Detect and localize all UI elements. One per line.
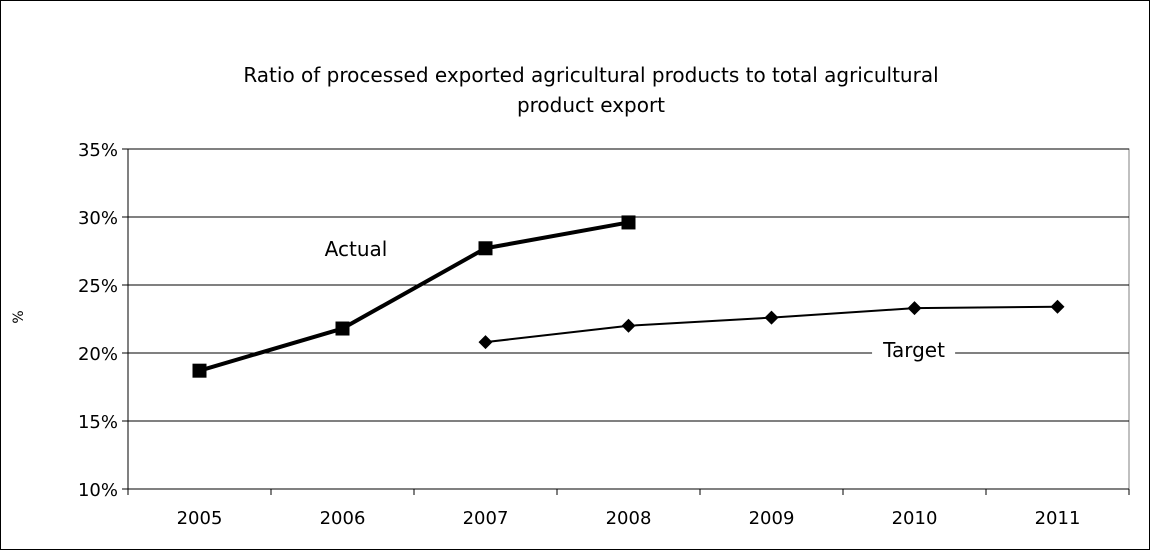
x-tick-label-2008: 2008 (606, 508, 652, 529)
y-tick-label-25: 25% (78, 276, 118, 297)
data-point-target-2010 (907, 301, 922, 316)
x-tick-label-2010: 2010 (892, 508, 938, 529)
x-tick-label-2009: 2009 (749, 508, 795, 529)
series-line-actual (198, 220, 629, 373)
y-tick-labels: 10% 15% 20% 25% 30% 35% (78, 140, 118, 501)
data-point-actual-2007 (478, 241, 493, 256)
axes (122, 148, 1130, 495)
data-point-target-2009 (764, 310, 779, 325)
x-tick-label-2006: 2006 (320, 508, 366, 529)
chart-title-line-1: Ratio of processed exported agricultural… (243, 63, 938, 87)
y-tick-label-30: 30% (78, 208, 118, 229)
series-label-target-background (872, 336, 956, 364)
series-label-target: Target (882, 338, 945, 362)
data-point-target-2011 (1050, 299, 1065, 314)
series-label-actual: Actual (325, 237, 388, 261)
y-tick-label-35: 35% (78, 140, 118, 161)
data-point-actual-2008 (621, 215, 636, 230)
y-tick-label-15: 15% (78, 412, 118, 433)
gridlines (128, 148, 1129, 422)
y-tick-label-20: 20% (78, 344, 118, 365)
series-layer (192, 215, 1065, 378)
chart-title-line-2: product export (517, 93, 665, 117)
data-point-target-2007 (478, 335, 493, 350)
y-axis-label: % (11, 310, 27, 323)
x-tick-label-2007: 2007 (463, 508, 509, 529)
data-point-target-2008 (621, 318, 636, 333)
x-tick-labels: 2005 2006 2007 2008 2009 2010 2011 (177, 508, 1081, 529)
y-tick-label-10: 10% (78, 480, 118, 501)
data-point-actual-2006 (335, 321, 350, 336)
data-point-actual-2005 (192, 363, 207, 378)
x-tick-label-2005: 2005 (177, 508, 223, 529)
x-tick-label-2011: 2011 (1035, 508, 1081, 529)
